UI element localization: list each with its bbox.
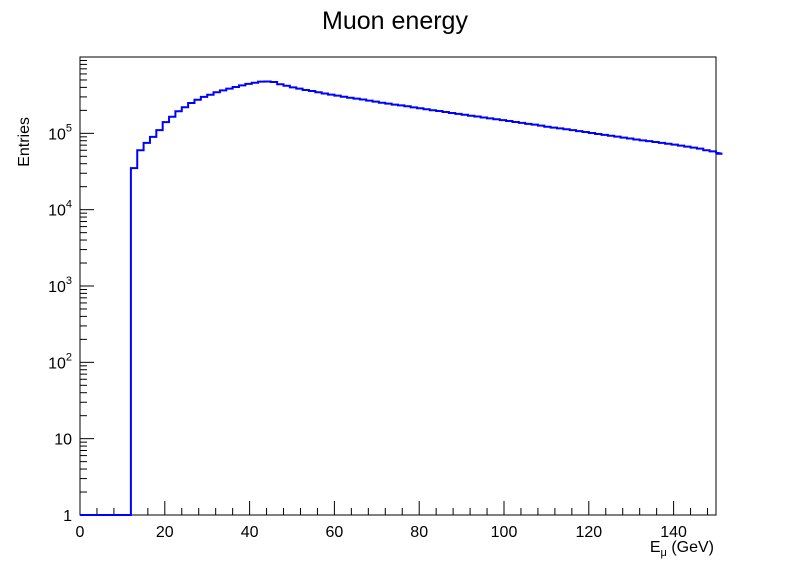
x-tick-label: 60 bbox=[326, 524, 344, 541]
y-tick-label: 103 bbox=[48, 275, 72, 296]
y-tick-label: 105 bbox=[48, 122, 72, 143]
y-tick-label-exponent: 3 bbox=[66, 275, 72, 287]
y-tick-label-exponent: 4 bbox=[66, 199, 72, 211]
x-tick-label: 120 bbox=[575, 524, 602, 541]
y-tick-label-exponent: 2 bbox=[66, 351, 72, 363]
plot-frame bbox=[79, 56, 717, 516]
y-tick-label: 104 bbox=[48, 199, 72, 220]
x-axis-label-unit: (GeV) bbox=[667, 539, 714, 556]
y-tick-label-base: 10 bbox=[48, 203, 66, 220]
x-axis-tick-labels: 0 20 40 60 80 100 120 140 bbox=[76, 524, 687, 541]
histogram-line bbox=[80, 80, 723, 516]
y-tick-label: 10 bbox=[54, 432, 72, 449]
x-axis-ticks bbox=[79, 501, 709, 515]
y-tick-label-base: 10 bbox=[48, 355, 66, 372]
x-tick-label: 40 bbox=[241, 524, 259, 541]
y-tick-label-base: 10 bbox=[48, 126, 66, 143]
x-axis-label: Eμ (GeV) bbox=[650, 539, 714, 559]
x-tick-label: 0 bbox=[76, 524, 85, 541]
y-axis-ticks bbox=[80, 59, 94, 516]
x-tick-label: 80 bbox=[410, 524, 428, 541]
x-tick-label: 100 bbox=[491, 524, 518, 541]
x-tick-label: 20 bbox=[156, 524, 174, 541]
x-axis-label-main: E bbox=[650, 539, 661, 556]
chart-title: Muon energy bbox=[322, 7, 468, 35]
x-tick-label: 140 bbox=[660, 524, 687, 541]
x-axis-label-subscript: μ bbox=[661, 547, 667, 559]
y-tick-label-exponent: 5 bbox=[66, 122, 72, 134]
y-tick-label-base: 10 bbox=[48, 279, 66, 296]
y-axis-label: Entries bbox=[16, 117, 33, 167]
y-tick-label: 102 bbox=[48, 351, 72, 372]
y-tick-label: 1 bbox=[63, 508, 72, 525]
